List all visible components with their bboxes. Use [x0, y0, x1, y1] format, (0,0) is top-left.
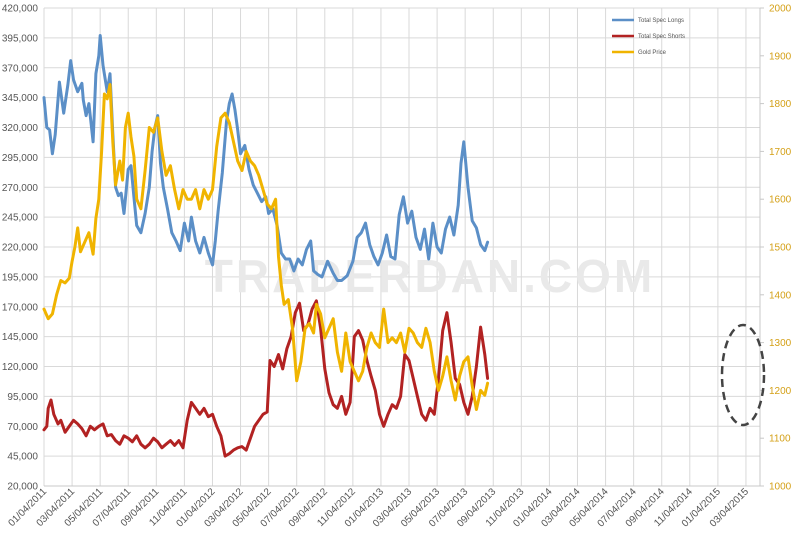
left-tick-label: 270,000	[2, 183, 39, 194]
left-tick-label: 120,000	[2, 362, 39, 373]
left-tick-label: 320,000	[2, 123, 39, 134]
right-tick-label: 1200	[769, 386, 792, 397]
grid	[43, 7, 760, 487]
series-line-total-spec-shorts	[42, 299, 490, 458]
right-tick-label: 1700	[769, 147, 792, 158]
left-tick-label: 295,000	[2, 153, 39, 164]
left-tick-label: 420,000	[2, 4, 39, 15]
legend-label: Total Spec Shorts	[638, 34, 685, 40]
series-line-gold-price	[42, 83, 490, 411]
left-tick-label: 170,000	[2, 302, 39, 313]
right-tick-label: 1500	[769, 243, 792, 254]
left-tick-label: 370,000	[2, 63, 39, 74]
right-tick-label: 2000	[769, 4, 792, 15]
left-tick-label: 70,000	[7, 422, 38, 433]
right-tick-label: 1300	[769, 338, 792, 349]
series-lines	[42, 34, 490, 458]
left-tick-label: 45,000	[7, 452, 38, 463]
left-axis-ticks: 20,000 45,000 70,000 95,000 120,000 145,000 17…	[2, 4, 39, 493]
series-line-total-spec-longs	[42, 34, 490, 282]
right-axis-ticks: 1000 1100 1200 1300 1400 1500 1600 1700 1800 1900…	[760, 4, 792, 493]
right-tick-label: 1900	[769, 51, 792, 62]
right-tick-label: 1600	[769, 195, 792, 206]
legend-label: Total Spec Longs	[638, 18, 684, 24]
left-tick-label: 245,000	[2, 213, 39, 224]
right-tick-label: 1400	[769, 290, 792, 301]
legend: Total Spec Longs Total Spec Shorts Gold Pr…	[612, 18, 685, 56]
highlight-ellipse-annotation	[720, 323, 766, 427]
left-tick-label: 145,000	[2, 332, 39, 343]
legend-label: Gold Price	[638, 50, 667, 56]
left-tick-label: 395,000	[2, 33, 39, 44]
left-tick-label: 345,000	[2, 93, 39, 104]
left-tick-label: 20,000	[7, 482, 38, 493]
left-tick-label: 220,000	[2, 243, 39, 254]
right-tick-label: 1100	[769, 434, 791, 445]
left-tick-label: 95,000	[7, 392, 38, 403]
right-tick-label: 1000	[769, 482, 792, 493]
left-tick-label: 195,000	[2, 272, 39, 283]
right-tick-label: 1800	[769, 99, 792, 110]
